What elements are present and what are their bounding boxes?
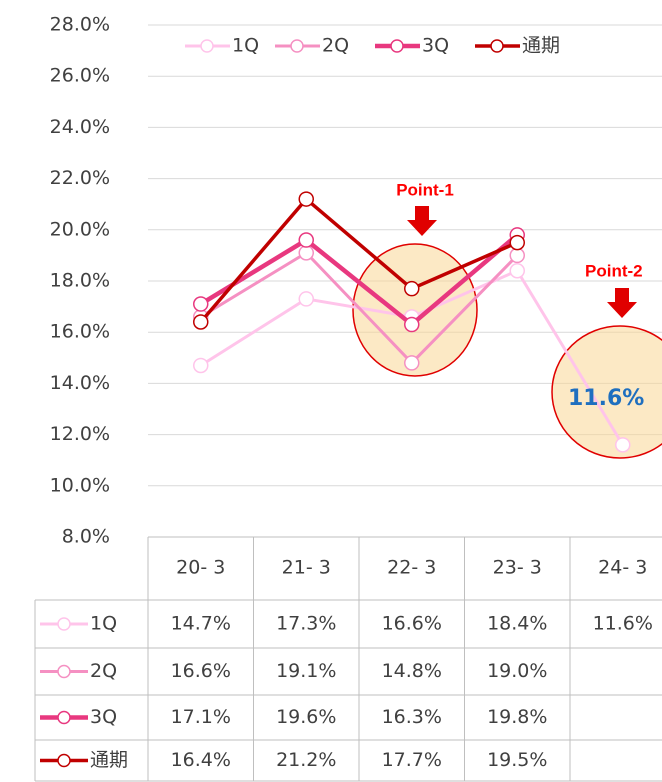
data-point bbox=[404, 316, 420, 333]
table-cell: 16.4% bbox=[171, 749, 231, 771]
x-tick-label: 21- 3 bbox=[282, 557, 331, 579]
table-cell: 21.2% bbox=[276, 749, 336, 771]
table-legend-marker bbox=[57, 664, 71, 679]
data-point bbox=[193, 357, 209, 374]
table-cell: 16.6% bbox=[382, 613, 442, 635]
data-point bbox=[298, 232, 314, 248]
table-cell: 17.7% bbox=[382, 749, 442, 771]
data-point bbox=[509, 234, 525, 251]
table-legend-marker bbox=[57, 617, 71, 631]
legend-label: 3Q bbox=[422, 35, 449, 57]
legend-marker bbox=[490, 39, 504, 53]
data-point bbox=[298, 245, 314, 261]
y-tick-label: 16.0% bbox=[50, 321, 110, 343]
table-cell: 17.1% bbox=[171, 706, 231, 728]
data-point bbox=[509, 247, 525, 264]
legend-label: 2Q bbox=[322, 35, 349, 57]
y-tick-label: 18.0% bbox=[50, 270, 110, 292]
series-line bbox=[199, 233, 519, 328]
data-point bbox=[298, 191, 314, 207]
highlight-ellipse bbox=[551, 325, 662, 459]
table-cell: 19.1% bbox=[276, 660, 336, 682]
data-point bbox=[615, 437, 631, 453]
data-point bbox=[404, 355, 420, 371]
y-tick-label: 14.0% bbox=[50, 372, 110, 394]
table-cell: 19.0% bbox=[487, 660, 547, 682]
table-cell: 19.5% bbox=[487, 749, 547, 771]
table-cell: 14.8% bbox=[382, 660, 442, 682]
arrow bbox=[607, 288, 637, 318]
data-point bbox=[404, 280, 420, 297]
table-cell: 11.6% bbox=[593, 613, 653, 635]
x-tick-label: 24- 3 bbox=[598, 557, 647, 579]
data-point bbox=[193, 296, 209, 312]
y-tick-label: 26.0% bbox=[50, 65, 110, 87]
table-cell: 19.6% bbox=[276, 706, 336, 728]
x-tick-label: 20- 3 bbox=[176, 557, 225, 579]
legend-marker bbox=[200, 39, 214, 53]
legend-marker bbox=[390, 39, 404, 53]
table-legend-marker bbox=[57, 710, 71, 725]
table-cell: 19.8% bbox=[487, 706, 547, 728]
table-cell: 17.3% bbox=[276, 613, 336, 635]
y-tick-label: 12.0% bbox=[50, 423, 110, 445]
data-point bbox=[298, 291, 314, 307]
x-tick-label: 23- 3 bbox=[493, 557, 542, 579]
legend-label: 通期 bbox=[522, 35, 560, 57]
table-cell: 16.3% bbox=[382, 706, 442, 728]
table-cell: 14.7% bbox=[171, 613, 231, 635]
y-tick-label: 8.0% bbox=[62, 526, 110, 548]
table-legend-marker bbox=[57, 753, 71, 768]
y-tick-label: 24.0% bbox=[50, 116, 110, 138]
series-line bbox=[199, 250, 519, 366]
y-tick-label: 10.0% bbox=[50, 474, 110, 496]
legend-label: 1Q bbox=[232, 35, 259, 57]
callout-label: 11.6% bbox=[568, 386, 644, 411]
y-tick-label: 22.0% bbox=[50, 167, 110, 189]
y-tick-label: 20.0% bbox=[50, 218, 110, 240]
series-line bbox=[199, 196, 518, 324]
table-row-label: 3Q bbox=[90, 706, 117, 728]
table-row-label: 1Q bbox=[90, 613, 117, 635]
y-tick-label: 28.0% bbox=[50, 14, 110, 36]
annotation: Point-1 bbox=[396, 180, 454, 199]
annotation: Point-2 bbox=[585, 261, 643, 280]
table-cell: 18.4% bbox=[487, 613, 547, 635]
table-cell: 16.6% bbox=[171, 660, 231, 682]
arrow bbox=[407, 206, 437, 236]
legend-marker bbox=[290, 39, 304, 53]
data-point bbox=[509, 263, 525, 279]
data-point bbox=[193, 314, 209, 330]
x-tick-label: 22- 3 bbox=[387, 557, 436, 579]
table-row-label: 通期 bbox=[90, 749, 128, 771]
table-row-label: 2Q bbox=[90, 660, 117, 682]
